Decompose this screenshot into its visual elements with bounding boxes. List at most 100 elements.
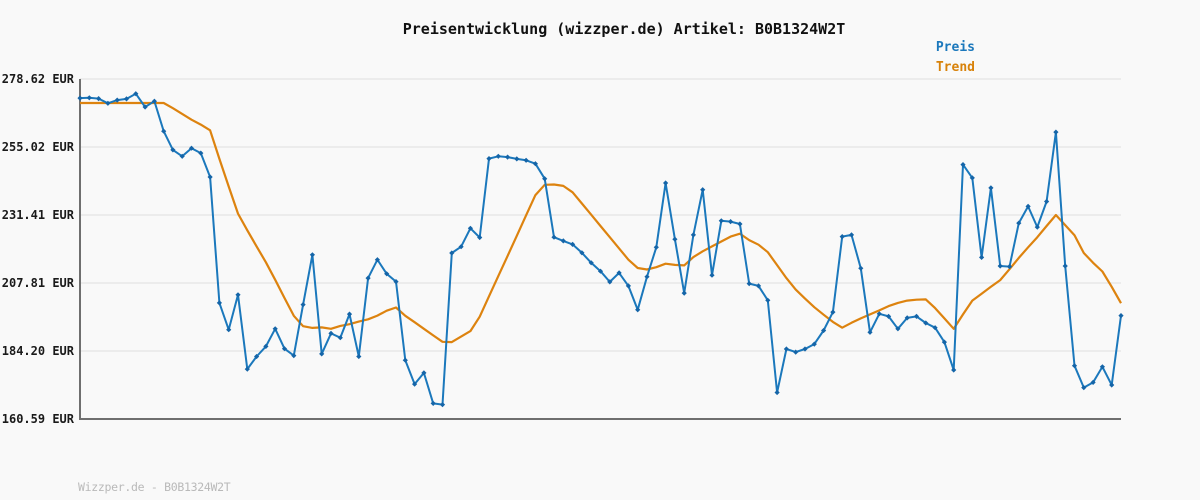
price-point-marker xyxy=(235,292,241,298)
price-point-marker xyxy=(188,145,195,151)
price-point-marker xyxy=(291,353,297,359)
price-point-marker xyxy=(226,327,232,333)
price-point-marker xyxy=(1025,203,1031,209)
price-point-marker xyxy=(1044,198,1050,205)
price-point-marker xyxy=(941,339,947,345)
price-point-marker xyxy=(142,104,148,110)
price-point-marker xyxy=(328,330,334,336)
price-point-marker xyxy=(839,234,845,240)
price-point-marker xyxy=(384,271,390,277)
price-point-marker xyxy=(895,326,901,332)
y-axis-tick-label: 184.20 EUR xyxy=(2,344,75,358)
price-point-marker xyxy=(774,389,780,396)
price-point-marker xyxy=(997,263,1003,269)
price-point-marker xyxy=(783,346,789,352)
legend-item-trend: Trend xyxy=(935,60,975,75)
price-point-marker xyxy=(198,150,204,156)
price-point-marker xyxy=(672,236,678,242)
price-point-marker xyxy=(876,311,882,317)
price-point-marker xyxy=(254,353,260,360)
y-axis-tick-label: 207.81 EUR xyxy=(2,276,75,290)
price-point-marker xyxy=(663,180,669,186)
price-point-marker xyxy=(346,311,353,317)
price-point-marker xyxy=(821,327,827,334)
price-point-marker xyxy=(700,187,706,193)
price-point-marker xyxy=(746,281,752,287)
price-point-marker xyxy=(505,154,511,160)
price-point-marker xyxy=(133,91,139,97)
price-point-marker xyxy=(690,232,696,238)
price-point-marker xyxy=(1090,379,1096,385)
price-point-marker xyxy=(319,351,325,357)
price-point-marker xyxy=(625,283,631,289)
price-point-marker xyxy=(904,315,910,321)
price-point-marker xyxy=(1099,364,1105,370)
price-point-marker xyxy=(560,238,566,244)
price-point-marker xyxy=(467,225,473,231)
price-point-marker xyxy=(644,274,650,280)
price-point-marker xyxy=(951,367,957,373)
price-point-marker xyxy=(1081,385,1087,391)
price-point-marker xyxy=(1062,263,1068,269)
price-point-marker xyxy=(542,176,548,182)
price-point-marker xyxy=(858,265,864,271)
price-point-marker xyxy=(430,400,436,406)
price-point-marker xyxy=(105,100,111,106)
price-point-marker xyxy=(216,300,222,306)
price-point-marker xyxy=(579,250,585,256)
price-point-marker xyxy=(728,219,734,225)
price-point-marker xyxy=(300,302,306,308)
price-point-marker xyxy=(523,157,529,163)
y-axis-tick-label: 255.02 EUR xyxy=(2,140,75,154)
price-point-marker xyxy=(514,156,520,162)
price-point-marker xyxy=(932,325,938,331)
price-point-marker xyxy=(886,313,892,319)
price-point-marker xyxy=(77,95,83,101)
price-point-marker xyxy=(151,98,157,104)
price-point-marker xyxy=(365,275,371,281)
price-point-marker xyxy=(830,309,836,315)
price-point-marker xyxy=(495,153,501,159)
price-point-marker xyxy=(123,96,130,102)
price-point-marker xyxy=(811,341,817,347)
price-point-marker xyxy=(337,335,343,341)
price-point-marker xyxy=(86,95,92,101)
price-point-marker xyxy=(765,297,771,303)
y-axis-tick-label: 278.62 EUR xyxy=(2,72,75,86)
price-point-marker xyxy=(653,244,659,250)
price-point-marker xyxy=(737,221,743,227)
price-point-marker xyxy=(913,313,920,319)
price-point-marker xyxy=(263,343,269,349)
price-point-marker xyxy=(207,174,213,180)
chart-title: Preisentwicklung (wizzper.de) Artikel: B… xyxy=(402,20,846,38)
chart-legend: Preis Trend xyxy=(936,38,975,78)
price-point-marker xyxy=(421,370,427,376)
price-point-marker xyxy=(988,185,994,191)
price-point-marker xyxy=(607,279,613,285)
price-point-marker xyxy=(244,366,250,372)
footer-watermark: Wizzper.de - B0B1324W2T xyxy=(78,480,231,494)
price-point-marker xyxy=(1034,224,1040,230)
price-point-marker xyxy=(458,244,464,250)
price-line xyxy=(79,92,1122,406)
price-point-marker xyxy=(179,153,185,159)
price-point-marker xyxy=(597,268,604,274)
price-point-marker xyxy=(1006,264,1013,270)
price-point-marker xyxy=(802,346,808,352)
price-point-marker xyxy=(755,283,762,289)
price-point-marker xyxy=(439,402,446,408)
price-point-marker xyxy=(1109,382,1115,388)
price-point-marker xyxy=(969,175,975,181)
price-point-marker xyxy=(281,346,288,352)
price-point-marker xyxy=(551,234,557,240)
price-point-marker xyxy=(114,97,120,103)
price-point-marker xyxy=(1118,313,1124,319)
trend-line xyxy=(80,101,1122,344)
price-point-marker xyxy=(635,307,641,313)
price-point-marker xyxy=(867,329,873,335)
price-point-marker xyxy=(681,290,687,296)
price-point-marker xyxy=(960,162,966,168)
price-point-marker xyxy=(616,270,622,276)
y-axis-tick-label: 160.59 EUR xyxy=(2,412,75,426)
